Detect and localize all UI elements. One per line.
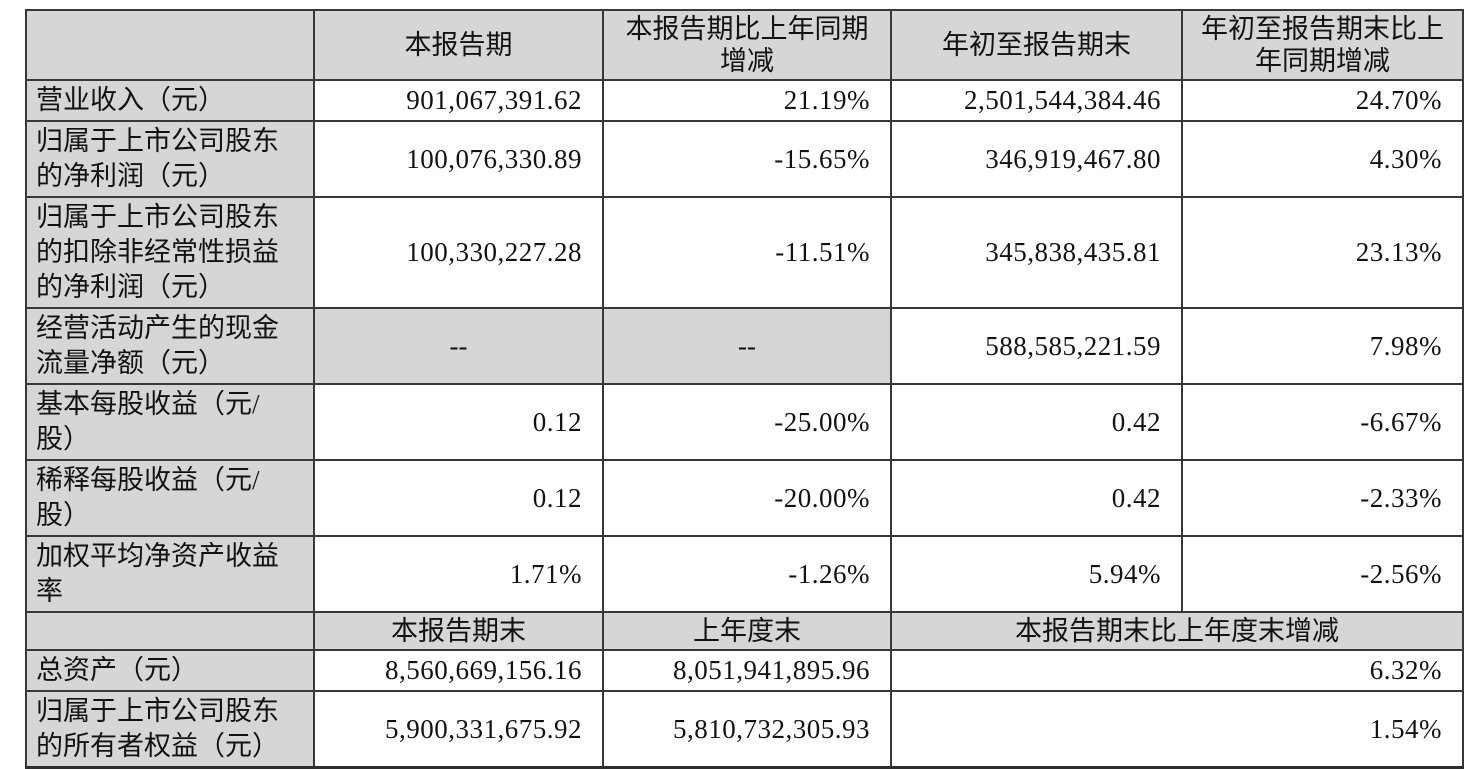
row-weighted-avg-roe: 加权平均净资产收益 率 1.71% -1.26% 5.94% -2.56% [25, 535, 1464, 613]
cash-flow-ytd-change: 7.98% [1181, 307, 1464, 385]
net-profit-excl-current-change: -11.51% [602, 196, 892, 309]
net-profit-excl-current: 100,330,227.28 [313, 196, 604, 309]
row-net-profit-excl-nonrecurring: 归属于上市公司股东 的扣除非经常性损益 的净利润（元） 100,330,227.… [25, 196, 1464, 309]
equity-prior-end: 5,810,732,305.93 [602, 690, 892, 769]
roe-ytd-change: -2.56% [1181, 535, 1464, 613]
revenue-label: 营业收入（元） [25, 79, 315, 122]
net-profit-current-change: -15.65% [602, 120, 892, 198]
revenue-ytd-change: 24.70% [1181, 79, 1464, 122]
basic-eps-current: 0.12 [313, 383, 604, 461]
cash-flow-label: 经营活动产生的现金 流量净额（元） [25, 307, 315, 385]
row-net-profit: 归属于上市公司股东 的净利润（元） 100,076,330.89 -15.65%… [25, 120, 1464, 198]
diluted-eps-ytd-change: -2.33% [1181, 459, 1464, 537]
total-assets-label: 总资产（元） [25, 649, 315, 692]
corner-cell-2 [25, 611, 315, 651]
revenue-ytd: 2,501,544,384.46 [890, 79, 1183, 122]
header-current-period-end: 本报告期末 [313, 611, 604, 651]
total-assets-current-end: 8,560,669,156.16 [313, 649, 604, 692]
basic-eps-label: 基本每股收益（元/ 股） [25, 383, 315, 461]
net-profit-current: 100,076,330.89 [313, 120, 604, 198]
cash-flow-current: -- [313, 307, 604, 385]
row-shareholders-equity: 归属于上市公司股东 的所有者权益（元） 5,900,331,675.92 5,8… [25, 690, 1464, 769]
roe-label: 加权平均净资产收益 率 [25, 535, 315, 613]
row-basic-eps: 基本每股收益（元/ 股） 0.12 -25.00% 0.42 -6.67% [25, 383, 1464, 461]
roe-current-change: -1.26% [602, 535, 892, 613]
roe-current: 1.71% [313, 535, 604, 613]
basic-eps-ytd: 0.42 [890, 383, 1183, 461]
net-profit-excl-ytd-change: 23.13% [1181, 196, 1464, 309]
header-row-balance: 本报告期末 上年度末 本报告期末比上年度末增减 [25, 611, 1464, 651]
row-revenue: 营业收入（元） 901,067,391.62 21.19% 2,501,544,… [25, 79, 1464, 122]
revenue-current: 901,067,391.62 [313, 79, 604, 122]
cash-flow-current-change: -- [602, 307, 892, 385]
equity-current-end: 5,900,331,675.92 [313, 690, 604, 769]
equity-label: 归属于上市公司股东 的所有者权益（元） [25, 690, 315, 769]
row-operating-cash-flow: 经营活动产生的现金 流量净额（元） -- -- 588,585,221.59 7… [25, 307, 1464, 385]
cash-flow-ytd: 588,585,221.59 [890, 307, 1183, 385]
row-total-assets: 总资产（元） 8,560,669,156.16 8,051,941,895.96… [25, 649, 1464, 692]
total-assets-change: 6.32% [890, 649, 1464, 692]
net-profit-excl-ytd: 345,838,435.81 [890, 196, 1183, 309]
net-profit-label: 归属于上市公司股东 的净利润（元） [25, 120, 315, 198]
header-ytd-change: 年初至报告期末比上 年同期增减 [1181, 9, 1464, 81]
net-profit-excl-label: 归属于上市公司股东 的扣除非经常性损益 的净利润（元） [25, 196, 315, 309]
diluted-eps-ytd: 0.42 [890, 459, 1183, 537]
corner-cell [25, 9, 315, 81]
revenue-current-change: 21.19% [602, 79, 892, 122]
header-period-end-change: 本报告期末比上年度末增减 [890, 611, 1464, 651]
net-profit-ytd-change: 4.30% [1181, 120, 1464, 198]
header-current-period: 本报告期 [313, 9, 604, 81]
basic-eps-ytd-change: -6.67% [1181, 383, 1464, 461]
basic-eps-current-change: -25.00% [602, 383, 892, 461]
diluted-eps-current: 0.12 [313, 459, 604, 537]
header-prior-year-end: 上年度末 [602, 611, 892, 651]
header-current-period-change: 本报告期比上年同期 增减 [602, 9, 892, 81]
header-row-period: 本报告期 本报告期比上年同期 增减 年初至报告期末 年初至报告期末比上 年同期增… [25, 9, 1464, 81]
net-profit-ytd: 346,919,467.80 [890, 120, 1183, 198]
row-diluted-eps: 稀释每股收益（元/ 股） 0.12 -20.00% 0.42 -2.33% [25, 459, 1464, 537]
header-ytd: 年初至报告期末 [890, 9, 1183, 81]
roe-ytd: 5.94% [890, 535, 1183, 613]
diluted-eps-current-change: -20.00% [602, 459, 892, 537]
total-assets-prior-end: 8,051,941,895.96 [602, 649, 892, 692]
equity-change: 1.54% [890, 690, 1464, 769]
diluted-eps-label: 稀释每股收益（元/ 股） [25, 459, 315, 537]
financial-summary-table: 本报告期 本报告期比上年同期 增减 年初至报告期末 年初至报告期末比上 年同期增… [25, 9, 1464, 769]
